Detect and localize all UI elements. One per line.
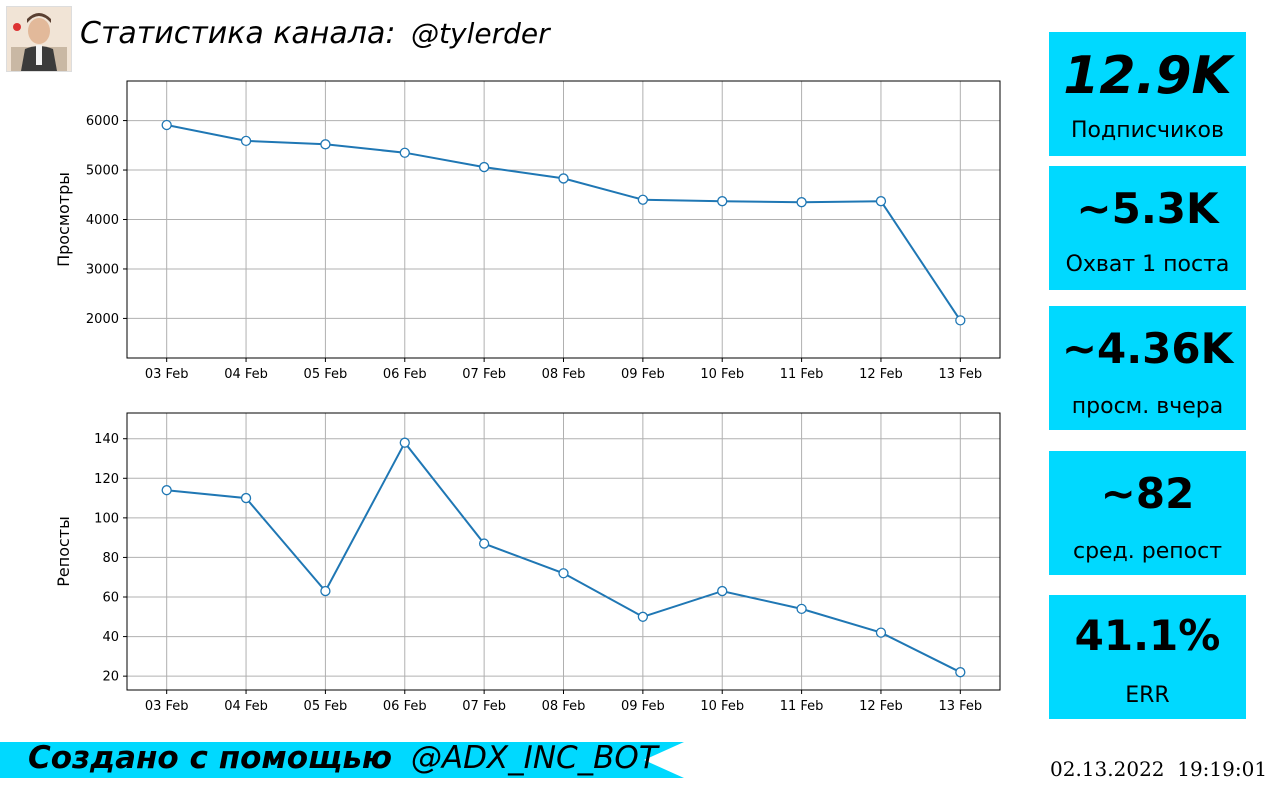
data-point <box>875 196 887 207</box>
data-point <box>399 437 410 448</box>
err-value: 41.1% <box>1074 611 1221 660</box>
charts-area: 03 Feb 04 Feb 05 Feb 06 Feb 07 Feb 08 Feb 09 F… <box>54 80 1001 714</box>
x-tick-label: 11 Feb <box>780 367 824 382</box>
x-tick-label: 04 Feb <box>224 367 268 382</box>
plot-frame <box>126 80 1001 359</box>
x-tick-label: 09 Feb <box>621 367 665 382</box>
plot-frame <box>126 412 1001 691</box>
x-tick-label: 04 Feb <box>224 699 268 714</box>
data-point <box>955 315 966 326</box>
y-tick-label: 60 <box>102 591 119 606</box>
data-point <box>717 196 728 207</box>
data-point <box>320 585 331 597</box>
data-point <box>240 492 252 504</box>
y-tick-label: 4000 <box>86 213 119 228</box>
views-yesterday-card: ~4.36K просм. вчера <box>1049 306 1246 430</box>
data-point <box>717 585 728 597</box>
created-with-text: Создано с помощью <box>28 740 393 776</box>
x-tick-label: 07 Feb <box>462 699 506 714</box>
x-tick-label: 06 Feb <box>383 699 427 714</box>
views-yesterday-label: просм. вчера <box>1071 394 1224 419</box>
data-point <box>955 667 966 678</box>
timestamp: 02.13.2022 19:19:01 <box>1050 757 1268 781</box>
x-tick-label: 05 Feb <box>304 367 348 382</box>
footer-banner <box>0 742 684 778</box>
err-label: ERR <box>1125 683 1170 708</box>
y-tick-label: 120 <box>94 472 119 487</box>
x-tick-label: 11 Feb <box>780 699 824 714</box>
y-axis-label: Репосты <box>54 516 73 587</box>
data-point <box>796 197 807 208</box>
x-tick-label: 05 Feb <box>304 699 348 714</box>
y-tick-label: 80 <box>102 551 119 566</box>
y-tick-label: 100 <box>94 511 119 526</box>
y-tick-label: 3000 <box>86 262 119 277</box>
chart-1: 03 Feb 04 Feb 05 Feb 06 Feb 07 Feb 08 Feb 09 F… <box>54 80 1001 382</box>
chart-2: 03 Feb 04 Feb 05 Feb 06 Feb 07 Feb 08 Feb 09 F… <box>54 412 1001 714</box>
subscribers-card: 12.9K Подписчиков <box>1049 32 1246 156</box>
y-tick-label: 20 <box>102 670 119 685</box>
x-tick-label: 08 Feb <box>542 367 586 382</box>
reach-value: ~5.3K <box>1076 184 1219 233</box>
data-point <box>161 485 172 496</box>
data-point <box>637 194 649 205</box>
views-yesterday-value: ~4.36K <box>1061 324 1234 373</box>
avg-repost-label: сред. репост <box>1072 539 1223 564</box>
y-axis-label: Просмотры <box>54 172 73 267</box>
data-point <box>399 147 410 158</box>
data-point <box>558 173 569 184</box>
err-card: 41.1% ERR <box>1049 595 1246 719</box>
data-point <box>240 135 252 147</box>
x-tick-label: 13 Feb <box>938 699 982 714</box>
subscribers-value: 12.9K <box>1063 46 1232 106</box>
y-tick-label: 40 <box>102 630 119 645</box>
data-point <box>161 119 172 131</box>
bot-handle: @ADX_INC_BOT <box>410 740 658 776</box>
avg-repost-value: ~82 <box>1100 469 1195 518</box>
x-tick-label: 10 Feb <box>700 367 744 382</box>
x-tick-label: 03 Feb <box>145 367 189 382</box>
data-point <box>875 627 887 638</box>
y-tick-label: 6000 <box>86 114 119 129</box>
x-tick-label: 12 Feb <box>859 367 903 382</box>
y-tick-label: 140 <box>94 432 119 447</box>
data-point <box>637 611 649 622</box>
x-tick-label: 09 Feb <box>621 699 665 714</box>
reach-card: ~5.3K Охват 1 поста <box>1049 166 1246 290</box>
data-point <box>478 538 490 549</box>
data-point <box>558 568 569 579</box>
page-title: Статистика канала: @tylerder <box>80 16 550 51</box>
data-point <box>320 139 331 150</box>
subscribers-label: Подписчиков <box>1070 118 1224 143</box>
title-text: Статистика канала: <box>80 16 396 51</box>
channel-handle: @tylerder <box>411 17 550 50</box>
y-tick-label: 5000 <box>86 164 119 179</box>
y-tick-label: 2000 <box>86 312 119 327</box>
avatar-image <box>7 7 71 71</box>
x-tick-label: 07 Feb <box>462 367 506 382</box>
channel-avatar <box>6 6 72 72</box>
x-tick-label: 08 Feb <box>542 699 586 714</box>
x-tick-label: 10 Feb <box>700 699 744 714</box>
x-tick-label: 12 Feb <box>859 699 903 714</box>
data-point <box>478 161 490 173</box>
x-tick-label: 13 Feb <box>938 367 982 382</box>
footer-credit: Создано с помощью @ADX_INC_BOT <box>28 740 658 776</box>
x-tick-label: 06 Feb <box>383 367 427 382</box>
data-point <box>796 603 807 615</box>
x-tick-label: 03 Feb <box>145 699 189 714</box>
avg-repost-card: ~82 сред. репост <box>1049 451 1246 575</box>
reach-label: Охват 1 поста <box>1065 252 1230 277</box>
